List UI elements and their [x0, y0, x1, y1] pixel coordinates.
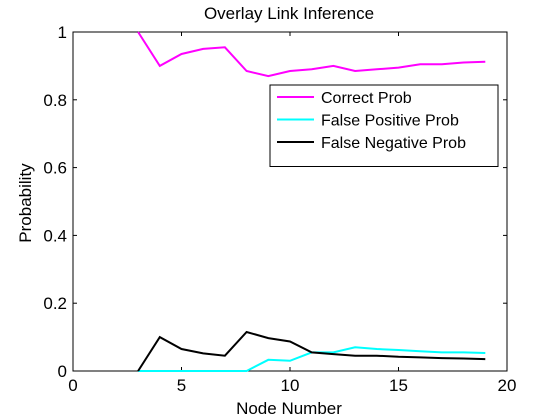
x-tick-label: 20	[498, 376, 517, 395]
x-axis-label: Node Number	[236, 399, 342, 418]
y-tick-label: 1	[58, 23, 67, 42]
legend-label-3: False Negative Prob	[321, 135, 466, 152]
y-tick-label: 0.6	[43, 159, 67, 178]
y-tick-label: 0.4	[43, 226, 67, 245]
legend-entries: Correct Prob False Positive Prob False Neg…	[277, 90, 466, 152]
axis-ticks: 0 5 10 15 20 0 0.2 0.4 0.6 0.8 1	[43, 23, 516, 395]
x-tick-label: 5	[177, 376, 186, 395]
legend-label-1: Correct Prob	[321, 90, 412, 107]
x-tick-label: 15	[389, 376, 408, 395]
axes-frame	[72, 31, 508, 372]
legend-label-2: False Positive Prob	[321, 113, 459, 130]
series-line-3	[137, 330, 486, 372]
plot-area: 0 5 10 15 20 0 0.2 0.4 0.6 0.8 1	[43, 23, 516, 395]
y-axis-label: Probability	[16, 163, 35, 243]
chart-title: Overlay Link Inference	[204, 4, 374, 23]
legend-frame	[269, 84, 499, 167]
y-tick-label: 0.2	[43, 294, 67, 313]
x-tick-label: 0	[68, 376, 77, 395]
y-tick-label: 0.8	[43, 91, 67, 110]
series-line-1	[137, 31, 486, 78]
series-lines	[137, 31, 486, 372]
y-tick-label: 0	[58, 362, 67, 381]
x-tick-label: 10	[281, 376, 300, 395]
legend: Correct Prob False Positive Prob False Neg…	[269, 84, 499, 167]
